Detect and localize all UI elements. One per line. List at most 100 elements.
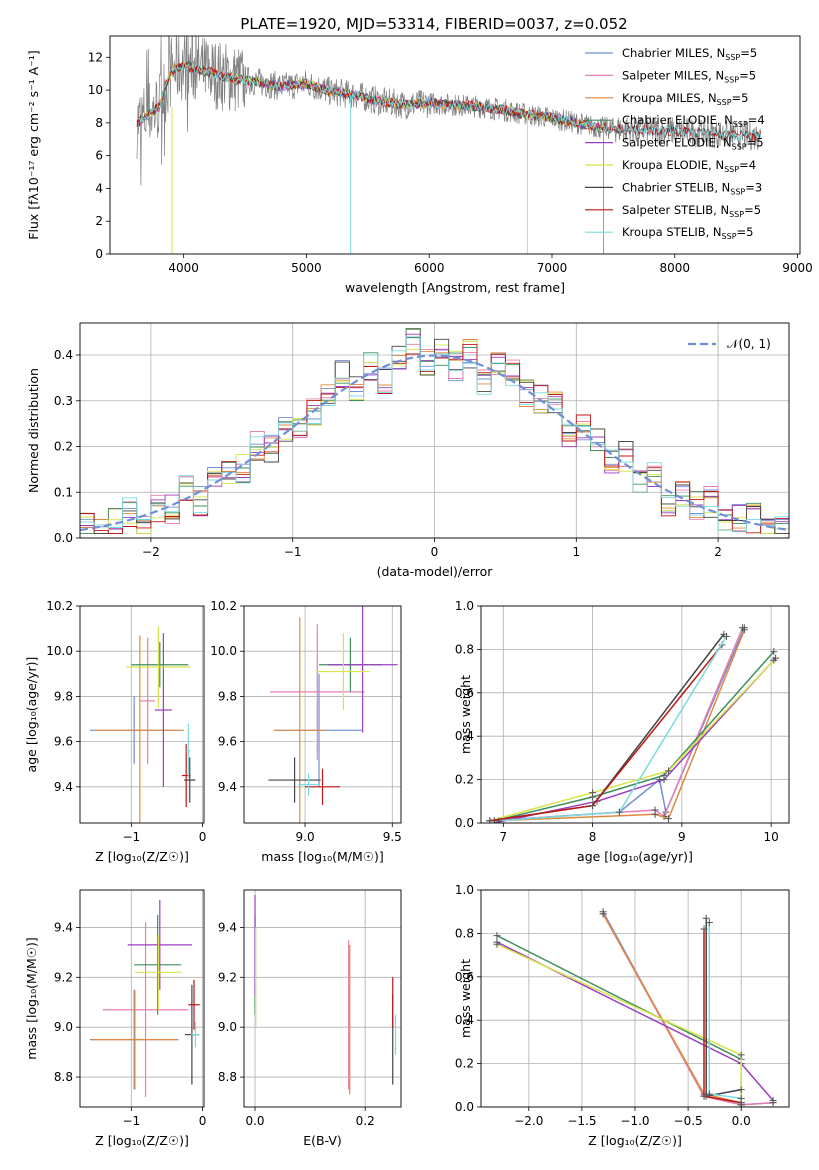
y-axis-label: Normed distribution	[26, 368, 41, 493]
histogram-series-9	[80, 336, 789, 533]
y-tick-label: 6	[95, 149, 103, 163]
legend-subscript: SSP	[733, 120, 748, 129]
y-tick-label: 10.2	[46, 599, 73, 613]
weight-marker	[495, 817, 503, 823]
weight-marker	[589, 802, 597, 810]
legend-name: Chabrier STELIB, N	[622, 180, 730, 194]
model-spectrum-9	[136, 60, 762, 142]
y-tick-label: 4	[95, 181, 103, 195]
x-tick-label: 9000	[782, 261, 813, 275]
axes-frame	[480, 889, 790, 1108]
y-tick-label: 0.8	[455, 926, 474, 940]
x-axis-label: wavelength [Angstrom, rest frame]	[345, 280, 565, 295]
weight-marker	[651, 810, 659, 818]
y-tick-label: 0.0	[455, 1100, 474, 1114]
legend-name: Salpeter MILES, N	[622, 68, 724, 82]
y-tick-label: 9.8	[54, 689, 73, 703]
y-tick-label: 0	[95, 247, 103, 261]
y-tick-label: 9.0	[218, 1020, 237, 1034]
y-tick-label: 9.4	[218, 780, 237, 794]
axes-frame	[79, 322, 790, 539]
x-tick-label: −0.5	[674, 1114, 703, 1128]
x-tick-label: −2	[142, 545, 160, 559]
y-tick-label: 0.1	[54, 485, 73, 499]
axes-frame	[243, 889, 402, 1108]
legend-tail: =4	[748, 113, 765, 127]
plot-area	[80, 327, 789, 534]
legend-entry-1: Chabrier MILES, NSSP=5	[622, 46, 757, 62]
legend-tail: =3	[745, 180, 762, 194]
x-tick-label: 0.0	[732, 1114, 751, 1128]
weight-marker	[769, 1096, 777, 1104]
y-tick-label: 9.0	[54, 1020, 73, 1034]
legend-tail: =5	[747, 136, 764, 150]
y-tick-label: 8	[95, 116, 103, 130]
legend-entry-8: Salpeter STELIB, NSSP=5	[622, 203, 761, 219]
legend-tail: =4	[739, 158, 756, 172]
x-tick-label: 0	[431, 545, 439, 559]
x-axis-label: (data-model)/error	[377, 564, 494, 579]
y-axis-label: mass weight	[458, 959, 473, 1038]
x-tick-label: 8	[589, 830, 597, 844]
legend-subscript: SSP	[725, 53, 740, 62]
legend-entry-normal: 𝒩(0, 1)	[727, 337, 771, 351]
weight-marker	[723, 632, 731, 640]
weight-marker	[664, 767, 672, 775]
weight-marker	[664, 815, 672, 823]
y-axis-label: mass weight	[458, 675, 473, 754]
legend-name: Salpeter ELODIE, N	[622, 136, 732, 150]
weight-marker	[660, 776, 668, 784]
legend-subscript: SSP	[724, 165, 739, 174]
x-tick-label: 5000	[291, 261, 322, 275]
x-tick-label: −1	[122, 1114, 140, 1128]
y-tick-label: 9.4	[54, 920, 73, 934]
weight-marker	[486, 817, 494, 823]
weight-marker	[702, 914, 710, 922]
legend-subscript: SSP	[732, 143, 747, 152]
axes-frame	[109, 35, 801, 255]
y-tick-label: 0.2	[455, 773, 474, 787]
legend-tail: =5	[737, 225, 754, 239]
legend-subscript: SSP	[729, 210, 744, 219]
weight-marker	[770, 648, 778, 656]
y-tick-label: 8.8	[218, 1070, 237, 1084]
y-tick-label: 8.8	[54, 1070, 73, 1084]
y-axis-label: mass [log₁₀(M/M☉)]	[24, 937, 39, 1059]
weight-marker	[493, 932, 501, 940]
legend-tail: =5	[744, 203, 761, 217]
x-tick-label: 2	[714, 545, 722, 559]
y-tick-label: 0.6	[455, 970, 474, 984]
plot-area	[493, 908, 777, 1107]
y-tick-label: 9.8	[218, 689, 237, 703]
y-tick-label: 0.4	[455, 729, 474, 743]
x-tick-label: −2.0	[514, 1114, 543, 1128]
legend-entry-4: Chabrier ELODIE, NSSP=4	[622, 113, 765, 129]
y-tick-label: 0.2	[54, 440, 73, 454]
plot-area	[486, 624, 780, 823]
y-axis-label: age [log₁₀(age/yr)]	[24, 657, 39, 773]
legend-subscript: SSP	[724, 75, 739, 84]
plot-area	[89, 899, 200, 1098]
plot-area	[254, 894, 397, 1095]
panel-3: −1 0 9.4 9.6 9.8 10.0 10.2 Z [log₁₀(Z/Z☉)] age […	[24, 599, 206, 864]
legend-entry-3: Kroupa MILES, NSSP=5	[622, 91, 748, 107]
panel-7: 0.0 0.2 8.8 9.0 9.2 9.4 E(B-V)	[218, 889, 402, 1148]
weight-marker	[589, 789, 597, 797]
legend-name: Kroupa STELIB, N	[622, 225, 722, 239]
y-tick-label: 9.2	[218, 970, 237, 984]
panel-5: 7 8 9 10 0.0 0.2 0.4 0.6 0.8 1.0 age [log₁₀(age/yr…	[455, 599, 790, 864]
weight-marker	[493, 940, 501, 948]
y-tick-label: 1.0	[455, 599, 474, 613]
weight-marker	[770, 656, 778, 664]
x-tick-label: 9.5	[383, 830, 402, 844]
panel-2: −2 −1 0 1 2 0.0 0.1 0.2 0.3 0.4 (data-model)/error…	[26, 322, 790, 579]
legend-entry-6: Kroupa ELODIE, NSSP=4	[622, 158, 756, 174]
x-axis-label: Z [log₁₀(Z/Z☉)]	[95, 849, 189, 864]
x-axis-label: mass [log₁₀(M/M☉)]	[261, 849, 383, 864]
x-tick-label: 10	[764, 830, 779, 844]
x-tick-label: 0.2	[356, 1114, 375, 1128]
weight-series-3	[494, 629, 746, 822]
legend-name: Chabrier MILES, N	[622, 46, 725, 60]
axes-frame	[480, 605, 790, 824]
